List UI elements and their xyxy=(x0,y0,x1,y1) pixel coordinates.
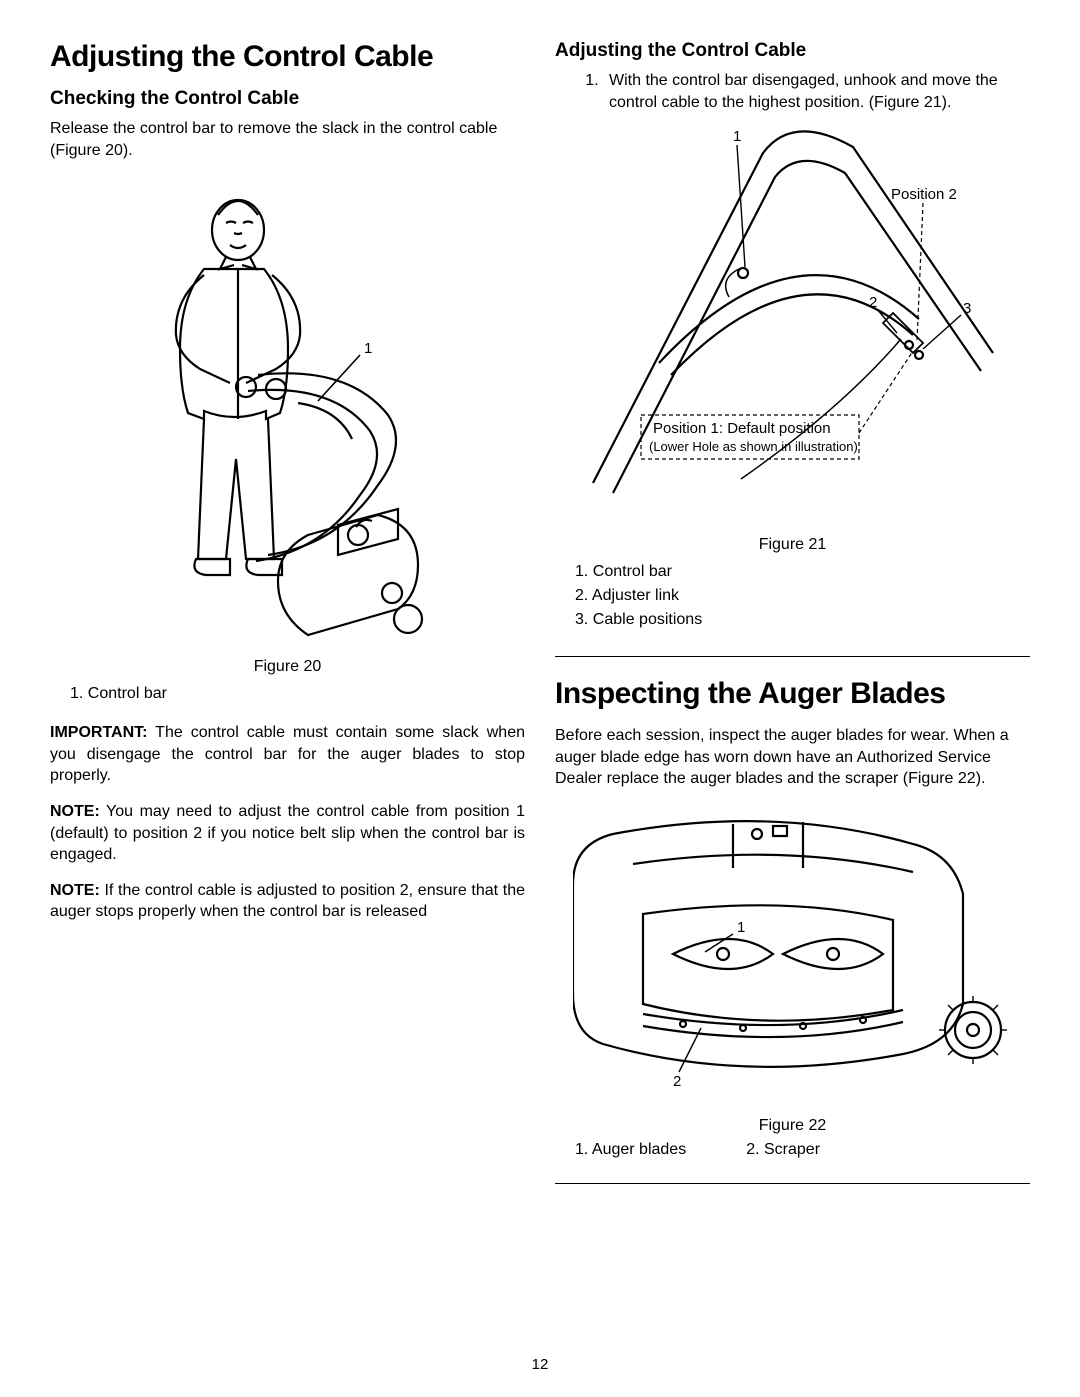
fig20-callout-1: 1 xyxy=(364,340,372,357)
note1-label: NOTE: xyxy=(50,803,100,820)
fig21-pos1b: (Lower Hole as shown in illustration) xyxy=(649,439,858,454)
figure-20: 1 xyxy=(50,175,525,650)
fig21-legend-3: 3. Cable positions xyxy=(575,608,1030,632)
note1-body: You may need to adjust the control cable… xyxy=(50,803,525,863)
figure-22-legend: 1. Auger blades 2. Scraper xyxy=(555,1141,1030,1159)
figure-21-caption: Figure 21 xyxy=(555,536,1030,554)
para-important: IMPORTANT: The control cable must contai… xyxy=(50,722,525,787)
fig21-callout-3: 3 xyxy=(963,300,971,317)
fig22-legend-b: 2. Scraper xyxy=(746,1141,820,1159)
figure-21-legend: 1. Control bar 2. Adjuster link 3. Cable… xyxy=(555,560,1030,632)
para-inspect-auger: Before each session, inspect the auger b… xyxy=(555,725,1030,790)
heading-adjusting-cable: Adjusting the Control Cable xyxy=(50,40,525,74)
heading-inspecting-auger: Inspecting the Auger Blades xyxy=(555,677,1030,711)
fig22-legend-a: 1. Auger blades xyxy=(575,1141,686,1159)
figure-22-caption: Figure 22 xyxy=(555,1117,1030,1135)
steps-list: With the control bar disengaged, unhook … xyxy=(555,70,1030,113)
important-label: IMPORTANT: xyxy=(50,724,147,741)
right-column: Adjusting the Control Cable With the con… xyxy=(555,40,1030,1204)
page-columns: Adjusting the Control Cable Checking the… xyxy=(50,40,1030,1204)
fig22-callout-1: 1 xyxy=(737,919,745,936)
fig21-pos1a: Position 1: Default position xyxy=(653,420,831,437)
fig21-legend-1: 1. Control bar xyxy=(575,560,1030,584)
fig22-callout-2: 2 xyxy=(673,1073,681,1090)
fig21-legend-2: 2. Adjuster link xyxy=(575,584,1030,608)
fig21-pos2: Position 2 xyxy=(891,186,957,203)
section-divider-2 xyxy=(555,1183,1030,1184)
page-number: 12 xyxy=(0,1356,1080,1373)
fig21-callout-1: 1 xyxy=(733,128,741,145)
figure-21: Position 1: Default position (Lower Hole… xyxy=(555,123,1030,528)
step-1: With the control bar disengaged, unhook … xyxy=(603,70,1030,113)
para-release-control-bar: Release the control bar to remove the sl… xyxy=(50,118,525,161)
note2-body: If the control cable is adjusted to posi… xyxy=(50,882,525,921)
section-divider xyxy=(555,656,1030,657)
figure-20-svg: 1 xyxy=(108,175,468,645)
figure-22: 1 2 xyxy=(555,804,1030,1109)
para-note-2: NOTE: If the control cable is adjusted t… xyxy=(50,880,525,923)
subheading-checking-cable: Checking the Control Cable xyxy=(50,88,525,110)
figure-22-svg: 1 2 xyxy=(573,804,1013,1104)
figure-21-svg: Position 1: Default position (Lower Hole… xyxy=(563,123,1023,523)
figure-20-legend: 1. Control bar xyxy=(50,682,525,706)
note2-label: NOTE: xyxy=(50,882,100,899)
figure-20-caption: Figure 20 xyxy=(50,658,525,676)
para-note-1: NOTE: You may need to adjust the control… xyxy=(50,801,525,866)
left-column: Adjusting the Control Cable Checking the… xyxy=(50,40,525,1204)
fig21-callout-2: 2 xyxy=(869,294,877,311)
subheading-adjusting-cable: Adjusting the Control Cable xyxy=(555,40,1030,62)
